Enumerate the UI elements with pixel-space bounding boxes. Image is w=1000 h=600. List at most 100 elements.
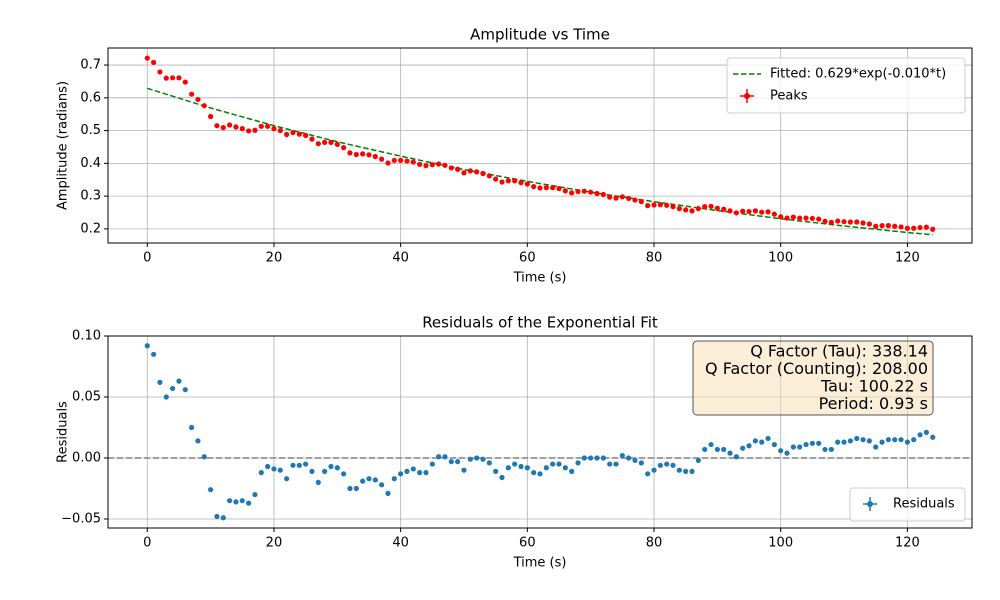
data-point <box>594 190 600 197</box>
data-point <box>423 470 429 476</box>
data-point <box>296 131 302 137</box>
data-point <box>505 178 511 184</box>
data-point <box>518 180 524 186</box>
data-point <box>847 219 853 225</box>
data-point <box>423 163 429 169</box>
x-tick-label: 80 <box>646 251 663 266</box>
data-point <box>664 202 670 208</box>
chart-title: Residuals of the Exponential Fit <box>422 314 658 332</box>
y-tick-label: 0.05 <box>72 389 101 404</box>
data-point <box>759 209 765 215</box>
data-point <box>201 103 207 109</box>
data-point <box>429 461 435 467</box>
data-point <box>531 184 537 190</box>
data-point <box>771 211 777 217</box>
data-point <box>303 461 309 467</box>
data-point <box>214 513 220 520</box>
y-tick-label: 0.5 <box>80 123 101 138</box>
data-point <box>746 208 752 215</box>
data-point <box>151 351 157 357</box>
data-point <box>347 485 353 492</box>
data-point <box>676 205 682 212</box>
data-point <box>486 173 492 179</box>
x-tick-label: 0 <box>143 251 151 266</box>
data-point <box>404 158 410 164</box>
data-point <box>562 188 568 194</box>
data-point <box>366 152 372 158</box>
data-point <box>638 199 644 205</box>
data-point <box>632 197 638 203</box>
data-point <box>353 151 359 158</box>
data-point <box>619 194 625 200</box>
data-point <box>315 479 321 485</box>
data-point <box>372 153 378 160</box>
data-point <box>531 470 537 476</box>
data-point <box>917 224 923 231</box>
data-point <box>265 463 271 470</box>
x-tick-label: 60 <box>519 251 536 266</box>
data-point <box>771 441 777 448</box>
data-point <box>759 439 765 445</box>
data-point <box>607 194 613 200</box>
data-point <box>524 181 530 187</box>
data-point <box>879 439 885 445</box>
data-point <box>917 432 923 438</box>
data-point <box>835 218 841 224</box>
data-point <box>695 205 701 212</box>
data-point <box>689 468 695 475</box>
data-point <box>733 454 739 460</box>
data-point <box>157 69 163 75</box>
data-point <box>543 185 549 191</box>
data-point <box>683 468 689 475</box>
data-point <box>157 379 163 385</box>
data-point <box>328 139 334 145</box>
data-point <box>721 446 727 453</box>
data-point <box>537 471 543 477</box>
y-tick-label: 0.4 <box>80 156 101 171</box>
data-point <box>594 455 600 461</box>
data-point <box>512 461 518 467</box>
data-point <box>569 190 575 196</box>
data-point <box>828 446 834 453</box>
data-point <box>176 75 182 81</box>
plot-frame <box>107 47 973 244</box>
data-point <box>600 455 606 461</box>
data-point <box>904 439 910 445</box>
y-tick-label: 0.7 <box>80 58 101 73</box>
data-point <box>220 125 226 131</box>
data-point <box>448 459 454 465</box>
data-point <box>493 176 499 182</box>
data-point <box>537 185 543 191</box>
data-point <box>315 141 321 147</box>
data-point <box>195 96 201 103</box>
data-point <box>144 55 150 61</box>
data-point <box>809 215 815 222</box>
data-point <box>543 465 549 471</box>
data-point <box>784 450 790 456</box>
legend: Residuals <box>849 487 966 522</box>
data-point <box>417 470 423 476</box>
x-tick-label: 100 <box>768 251 793 266</box>
data-point <box>651 202 657 208</box>
data-point <box>657 202 663 208</box>
y-tick-label: 0.00 <box>72 450 101 465</box>
chart-title: Amplitude vs Time <box>470 26 610 44</box>
data-point <box>556 461 562 467</box>
data-point <box>626 455 632 461</box>
data-point <box>189 424 195 431</box>
data-point <box>733 210 739 216</box>
data-point <box>417 161 423 167</box>
legend-label: Peaks <box>770 89 808 104</box>
data-point <box>822 446 828 453</box>
axes: 0 20 40 60 80 100 120 0.2 0.3 0.4 0.5 0.6 0.7 Amplitu… <box>56 26 973 286</box>
data-point <box>436 161 442 167</box>
data-point <box>860 437 866 443</box>
data-point <box>429 162 435 168</box>
data-point <box>461 467 467 473</box>
data-point <box>334 465 340 471</box>
data-point <box>182 387 188 393</box>
data-point <box>258 470 264 476</box>
data-point <box>151 59 157 66</box>
data-point <box>239 126 245 132</box>
